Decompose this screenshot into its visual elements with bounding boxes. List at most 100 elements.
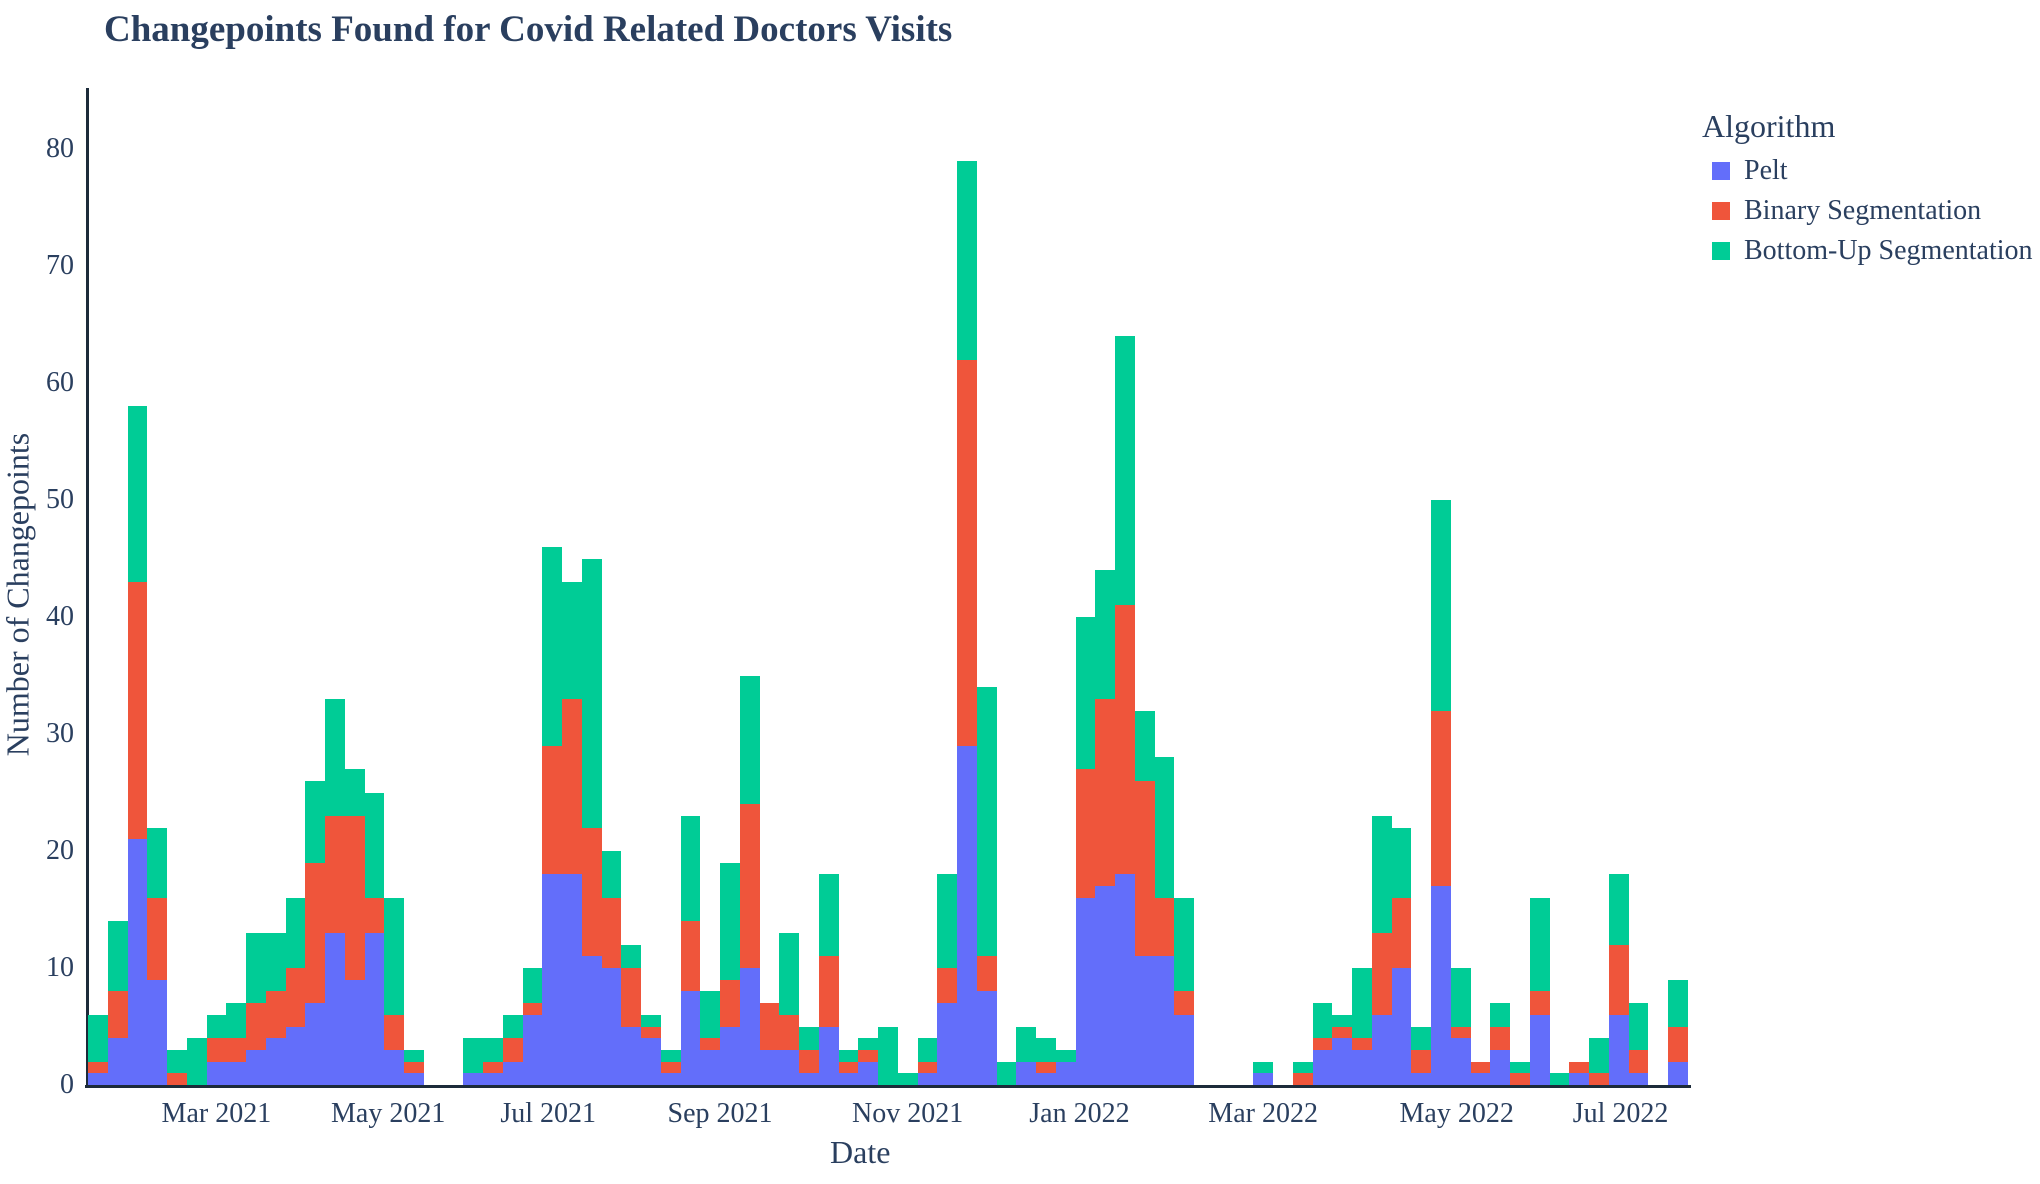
bar-segment-binary-segmentation <box>621 968 641 1027</box>
bar[interactable] <box>1352 968 1372 1085</box>
bar[interactable] <box>404 1049 424 1085</box>
bar[interactable] <box>660 1049 681 1085</box>
bar[interactable] <box>1529 897 1550 1085</box>
bar[interactable] <box>621 944 641 1085</box>
bar[interactable] <box>937 874 957 1085</box>
bar[interactable] <box>1668 979 1688 1085</box>
bar[interactable] <box>759 1003 780 1085</box>
bar[interactable] <box>739 675 760 1085</box>
bar[interactable] <box>246 932 266 1085</box>
bar[interactable] <box>641 1014 661 1085</box>
bar[interactable] <box>1075 617 1096 1085</box>
legend-item-pelt[interactable]: Pelt <box>1712 155 2033 187</box>
bar[interactable] <box>88 1014 108 1085</box>
bar[interactable] <box>127 406 148 1085</box>
bar[interactable] <box>581 558 602 1085</box>
bar-segment-pelt <box>1055 1061 1076 1085</box>
bar-segment-pelt <box>799 1073 819 1085</box>
binary-segmentation-swatch-icon <box>1712 202 1730 220</box>
legend-item-bottom-up-segmentation[interactable]: Bottom-Up Segmentation <box>1712 235 2033 267</box>
bar[interactable] <box>1174 897 1194 1085</box>
bar[interactable] <box>1628 1003 1649 1085</box>
y-axis-title: Number of Changepoints <box>0 432 36 757</box>
bar[interactable] <box>1332 1014 1352 1085</box>
bar[interactable] <box>364 792 385 1085</box>
legend-item-label: Pelt <box>1744 155 1788 186</box>
bar[interactable] <box>107 921 128 1085</box>
bar[interactable] <box>1549 1073 1570 1085</box>
bar[interactable] <box>483 1038 503 1085</box>
bar-segment-pelt <box>1628 1073 1649 1085</box>
bar[interactable] <box>1312 1003 1333 1085</box>
bar[interactable] <box>226 1003 246 1085</box>
bar[interactable] <box>1134 710 1155 1085</box>
bar-segment-binary-segmentation <box>700 1038 720 1050</box>
bar-segment-binary-segmentation <box>522 1003 543 1015</box>
bar[interactable] <box>601 851 622 1085</box>
bar-segment-binary-segmentation <box>581 827 602 957</box>
bar[interactable] <box>1115 336 1135 1085</box>
bar[interactable] <box>838 1049 859 1085</box>
bar[interactable] <box>1450 968 1471 1085</box>
bar-segment-binary-segmentation <box>226 1038 246 1062</box>
bar[interactable] <box>1292 1061 1313 1085</box>
bar-segment-binary-segmentation <box>1450 1026 1471 1039</box>
bar-segment-bottom-up-segmentation <box>1016 1026 1036 1062</box>
bar[interactable] <box>206 1014 227 1085</box>
bar[interactable] <box>285 897 306 1085</box>
bar[interactable] <box>1154 757 1175 1085</box>
legend-item-binary-segmentation[interactable]: Binary Segmentation <box>1712 195 2033 227</box>
bar[interactable] <box>344 769 365 1085</box>
bar[interactable] <box>463 1038 483 1085</box>
bar-segment-bottom-up-segmentation <box>88 1014 108 1062</box>
bar[interactable] <box>522 968 543 1085</box>
bar[interactable] <box>799 1026 819 1085</box>
bar[interactable] <box>167 1049 187 1085</box>
bar-segment-bottom-up-segmentation <box>917 1038 938 1062</box>
bar[interactable] <box>957 160 977 1085</box>
bar[interactable] <box>1510 1061 1530 1085</box>
bar[interactable] <box>1569 1061 1589 1085</box>
bar[interactable] <box>1470 1061 1491 1085</box>
bar[interactable] <box>976 687 997 1085</box>
bar[interactable] <box>1055 1049 1076 1085</box>
bar[interactable] <box>1253 1061 1273 1085</box>
bar-segment-pelt <box>1134 956 1155 1085</box>
bar[interactable] <box>186 1038 207 1085</box>
bar[interactable] <box>818 874 839 1085</box>
bar[interactable] <box>265 932 286 1085</box>
bar[interactable] <box>680 815 701 1085</box>
bar[interactable] <box>1016 1026 1036 1085</box>
bar[interactable] <box>542 546 562 1085</box>
bar[interactable] <box>1095 570 1115 1085</box>
bar-segment-bottom-up-segmentation <box>1292 1061 1313 1074</box>
bar[interactable] <box>1431 500 1451 1085</box>
bar[interactable] <box>1391 827 1412 1085</box>
bar[interactable] <box>878 1026 898 1085</box>
bar[interactable] <box>897 1073 918 1085</box>
bar[interactable] <box>384 897 404 1085</box>
bar[interactable] <box>147 827 167 1085</box>
bar[interactable] <box>305 780 325 1085</box>
bar-segment-pelt <box>1490 1049 1510 1085</box>
bar-segment-pelt <box>502 1061 523 1085</box>
bar-segment-bottom-up-segmentation <box>1510 1061 1530 1074</box>
bar[interactable] <box>1411 1026 1431 1085</box>
bar[interactable] <box>1589 1038 1609 1085</box>
bar-segment-bottom-up-segmentation <box>285 897 306 968</box>
bar[interactable] <box>502 1014 523 1085</box>
bar[interactable] <box>779 932 799 1085</box>
bar-segment-bottom-up-segmentation <box>1154 757 1175 898</box>
bar[interactable] <box>700 991 720 1085</box>
bar[interactable] <box>917 1038 938 1085</box>
bar-segment-pelt <box>581 956 602 1085</box>
bar[interactable] <box>1036 1038 1056 1085</box>
bar[interactable] <box>720 862 740 1085</box>
bar[interactable] <box>1608 874 1629 1085</box>
bar[interactable] <box>858 1038 878 1085</box>
bar[interactable] <box>562 581 582 1085</box>
bar[interactable] <box>1371 815 1392 1085</box>
bar[interactable] <box>325 698 345 1085</box>
bar[interactable] <box>996 1061 1017 1085</box>
bar[interactable] <box>1490 1003 1510 1085</box>
